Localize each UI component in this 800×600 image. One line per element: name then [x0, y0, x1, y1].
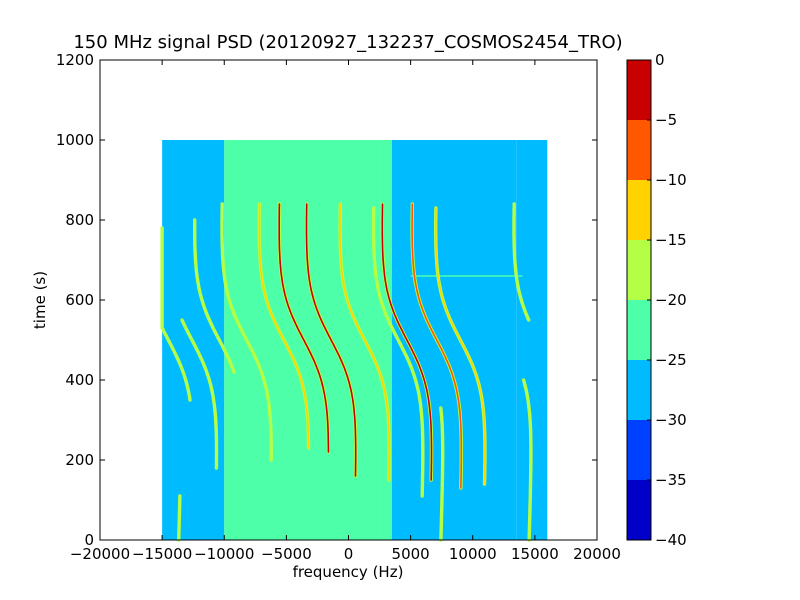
colorbar-band	[627, 480, 651, 540]
x-tick-label: 20000	[573, 545, 621, 563]
colorbar-tick-label: −10	[655, 171, 687, 189]
y-tick-label: 600	[65, 291, 94, 309]
colorbar-band	[627, 180, 651, 240]
y-tick-label: 0	[84, 531, 94, 549]
colorbar-tick-label: −35	[655, 471, 687, 489]
signal-trace	[278, 203, 330, 453]
y-axis: 0 200 400 600 800 1000 1200	[56, 51, 597, 549]
x-axis: −20000 −15000 −10000 −5000 0 5000 10000 15000 20…	[70, 60, 621, 563]
colorbar-bands	[627, 60, 651, 540]
chart-title: 150 MHz signal PSD (20120927_132237_COSM…	[73, 32, 622, 53]
x-tick-label: 0	[344, 545, 354, 563]
signal-trace	[411, 203, 463, 489]
colorbar-band	[627, 420, 651, 480]
heatmap-layer	[162, 140, 548, 540]
x-tick-label: 15000	[511, 545, 559, 563]
signal-trace	[258, 203, 310, 449]
trace-layer	[160, 202, 533, 542]
y-tick-label: 1000	[56, 131, 94, 149]
colorbar-band	[627, 60, 651, 120]
y-tick-label: 800	[65, 211, 94, 229]
colorbar-band	[627, 300, 651, 360]
signal-trace	[440, 407, 444, 541]
x-tick-label: −15000	[132, 545, 192, 563]
signal-trace	[181, 319, 218, 469]
colorbar-tick-label: −20	[655, 291, 687, 309]
y-tick-label: 1200	[56, 51, 94, 69]
x-tick-label: 5000	[392, 545, 430, 563]
colorbar-tick-label: −5	[655, 111, 677, 129]
y-tick-label: 200	[65, 451, 94, 469]
colorbar-tick-label: −15	[655, 231, 687, 249]
colorbar-tick-label: −40	[655, 531, 687, 549]
colorbar-tick-label: 0	[655, 51, 665, 69]
x-tick-label: −5000	[261, 545, 312, 563]
colorbar-band	[627, 120, 651, 180]
signal-trace	[513, 203, 530, 321]
signal-trace	[339, 203, 391, 481]
signal-trace	[177, 495, 181, 541]
signal-trace	[522, 379, 532, 541]
signal-trace	[372, 207, 424, 497]
colorbar-tick-label: −25	[655, 351, 687, 369]
plot-area	[99, 59, 598, 542]
y-tick-label: 400	[65, 371, 94, 389]
signal-trace	[193, 219, 235, 373]
colorbar-band	[627, 240, 651, 300]
colorbar-band	[627, 360, 651, 420]
x-axis-label: frequency (Hz)	[293, 563, 404, 581]
x-tick-label: −20000	[70, 545, 130, 563]
signal-trace	[161, 227, 191, 401]
x-tick-label: −10000	[194, 545, 254, 563]
colorbar-tick-label: −30	[655, 411, 687, 429]
signal-trace	[221, 203, 272, 461]
colorbar-ticks: 0 −5 −10 −15 −20 −25 −30 −35 −40	[647, 51, 687, 549]
signal-trace	[305, 203, 357, 477]
signal-trace	[381, 203, 433, 481]
heatmap-region	[391, 140, 517, 540]
y-axis-label: time (s)	[31, 271, 49, 329]
x-tick-label: 10000	[449, 545, 497, 563]
signal-trace	[434, 207, 486, 485]
colorbar: 0 −5 −10 −15 −20 −25 −30 −35 −40	[626, 51, 687, 549]
